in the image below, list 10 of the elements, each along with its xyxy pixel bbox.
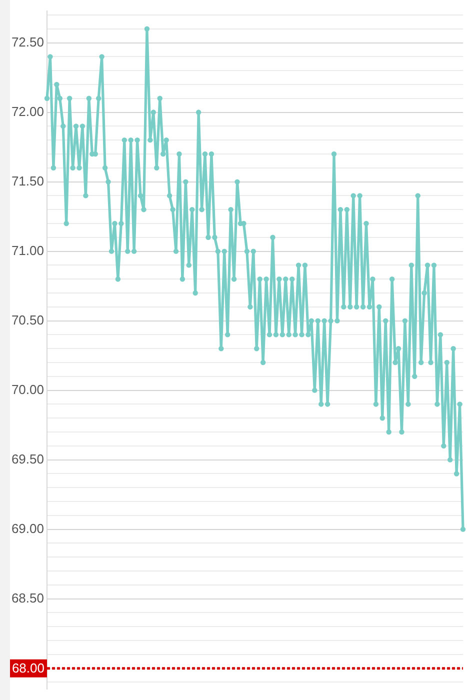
y-tick-label: 69.00 bbox=[11, 520, 44, 536]
y-tick-label: 68.50 bbox=[11, 590, 44, 606]
y-tick-label: 70.00 bbox=[11, 382, 44, 397]
y-tick-label: 71.50 bbox=[11, 173, 44, 188]
ref-line-label: 68.00 bbox=[12, 660, 44, 676]
y-tick-label: 72.00 bbox=[11, 104, 44, 119]
y-tick-label: 71.00 bbox=[11, 242, 44, 258]
y-tick-label: 72.50 bbox=[11, 34, 44, 50]
y-tick-label: 70.50 bbox=[11, 312, 44, 328]
y-tick-label: 69.50 bbox=[11, 451, 44, 466]
